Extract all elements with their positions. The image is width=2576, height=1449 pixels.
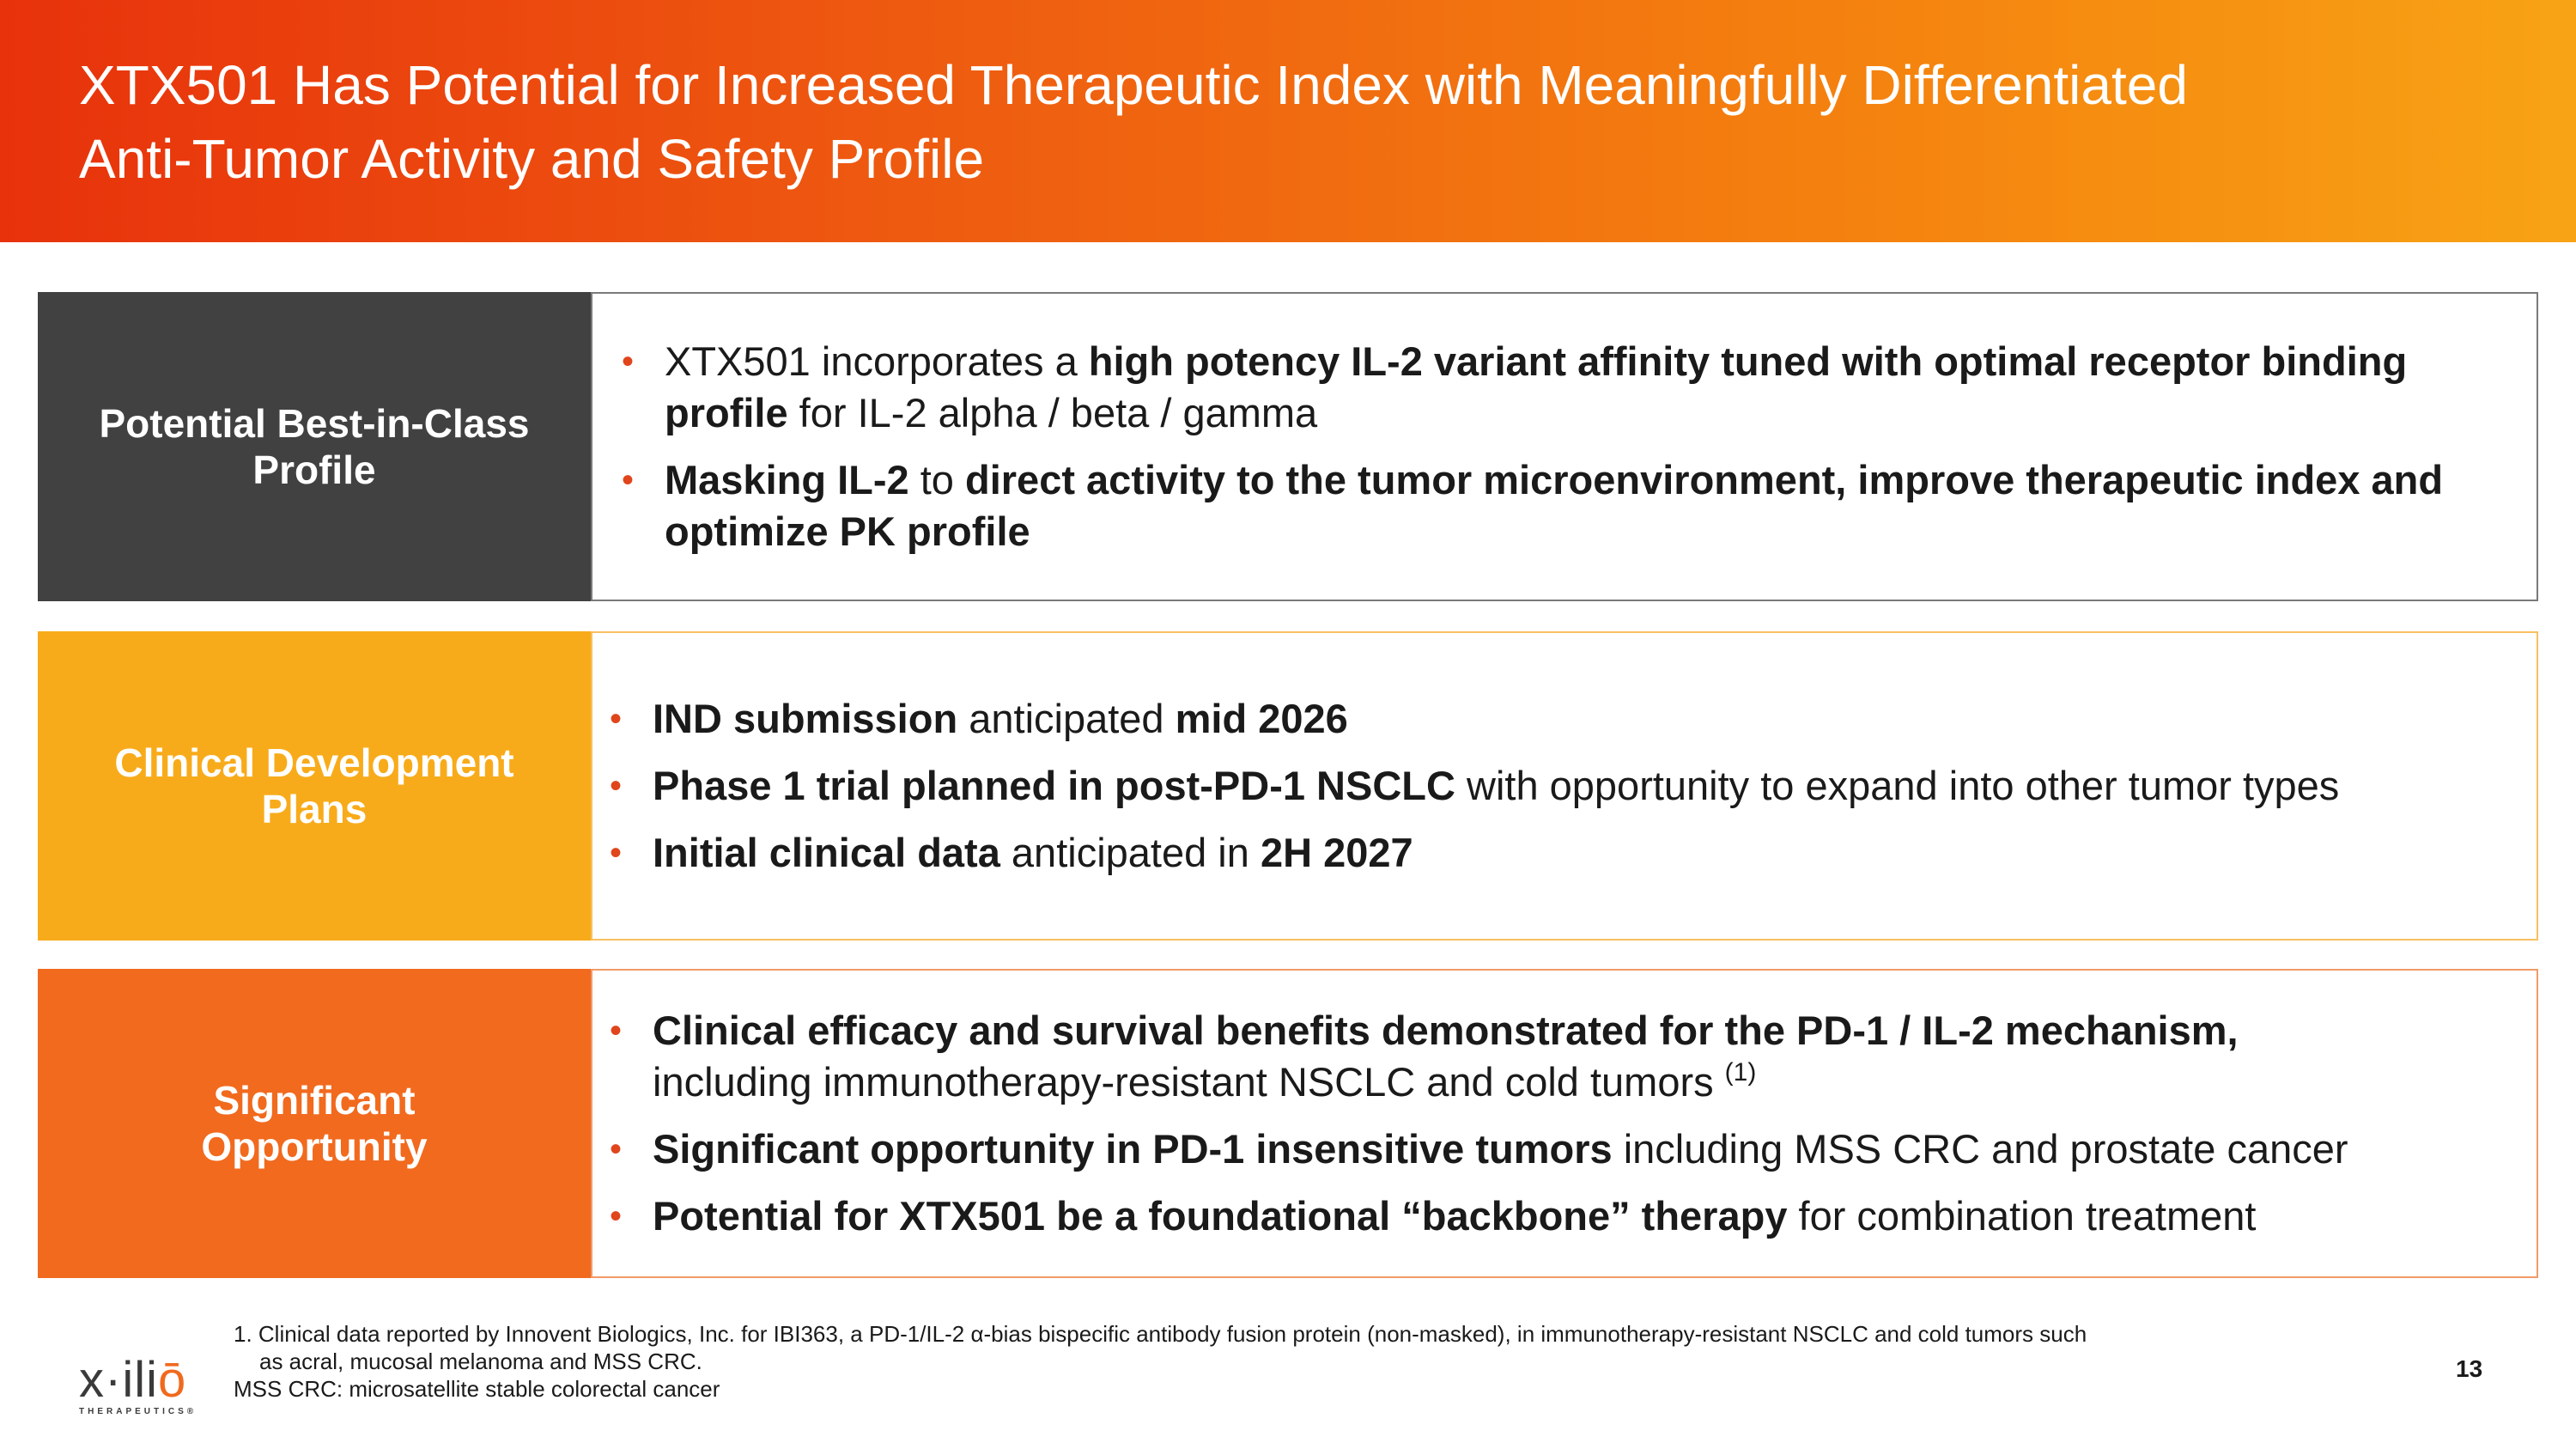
- bullet-item: • IND submission anticipated mid 2026: [610, 693, 2502, 745]
- row-label-line2: Profile: [252, 447, 376, 492]
- bullet-bold-text: IND submission: [653, 696, 958, 741]
- row-label: Clinical Development Plans: [38, 631, 591, 941]
- row-clinical-development: Clinical Development Plans • IND submiss…: [38, 631, 2538, 941]
- bullet-icon: •: [622, 461, 635, 499]
- row-label-line1: Potential Best-in-Class: [99, 401, 530, 446]
- bullet-icon: •: [610, 767, 623, 805]
- bullet-item: • Initial clinical data anticipated in 2…: [610, 827, 2502, 879]
- bullet-text: with opportunity to expand into other tu…: [1455, 763, 2340, 808]
- row-content: • IND submission anticipated mid 2026 • …: [591, 631, 2538, 941]
- row-significant-opportunity: Significant Opportunity • Clinical effic…: [38, 969, 2538, 1278]
- row-label-line1: Significant: [213, 1078, 416, 1123]
- slide-title: XTX501 Has Potential for Increased Thera…: [79, 48, 2483, 196]
- page-number: 13: [2456, 1355, 2483, 1382]
- bullet-item: • Significant opportunity in PD-1 insens…: [610, 1123, 2502, 1175]
- bullet-bold-text: direct activity to the tumor microenviro…: [665, 457, 2444, 554]
- bullet-bold-text: Clinical efficacy and survival benefits …: [653, 1008, 2239, 1053]
- footnote-ref: (1): [1724, 1058, 1757, 1087]
- bullet-bold-text: Potential for XTX501 be a foundational “…: [653, 1193, 1788, 1239]
- row-content: • XTX501 incorporates a high potency IL-…: [591, 292, 2538, 601]
- row-label-line2: Plans: [261, 787, 368, 831]
- logo-word-o: ō: [157, 1352, 187, 1408]
- bullet-text: anticipated: [957, 696, 1176, 741]
- bullet-bold-text: Phase 1 trial planned in post-PD-1 NSCLC: [653, 763, 1455, 808]
- bullet-item: • XTX501 incorporates a high potency IL-…: [622, 336, 2502, 439]
- bullet-text: for IL-2 alpha / beta / gamma: [787, 390, 1318, 435]
- bullet-bold-text: mid 2026: [1175, 696, 1348, 741]
- row-label-line1: Clinical Development: [114, 740, 514, 785]
- footnote-2: MSS CRC: microsatellite stable colorecta…: [234, 1376, 720, 1402]
- bullet-bold-text: Significant opportunity in PD-1 insensit…: [653, 1126, 1613, 1172]
- bullet-icon: •: [610, 1130, 623, 1168]
- title-banner: XTX501 Has Potential for Increased Thera…: [0, 0, 2576, 242]
- footnotes: 1. Clinical data reported by Innovent Bi…: [234, 1320, 2294, 1403]
- bullet-bold-text: 2H 2027: [1260, 830, 1413, 875]
- footnote-1-line2: as acral, mucosal melanoma and MSS CRC.: [259, 1349, 702, 1374]
- bullet-icon: •: [610, 1012, 623, 1050]
- bullet-text: to: [908, 457, 965, 502]
- bullet-text: XTX501 incorporates a: [665, 338, 1089, 384]
- bullet-item: • Clinical efficacy and survival benefit…: [610, 1005, 2502, 1108]
- bullet-text: anticipated in: [999, 830, 1261, 875]
- bullet-icon: •: [610, 1197, 623, 1235]
- row-label-line2: Opportunity: [201, 1124, 428, 1169]
- logo-wordmark: x·iliō: [79, 1355, 208, 1405]
- row-label: Significant Opportunity: [38, 969, 591, 1278]
- bullet-text: including immunotherapy-resistant NSCLC …: [653, 1059, 1725, 1105]
- bullet-icon: •: [610, 834, 623, 872]
- bullet-icon: •: [622, 343, 635, 381]
- xilio-logo: x·iliō THERAPEUTICS®: [79, 1355, 208, 1417]
- slide-title-line1: XTX501 Has Potential for Increased Thera…: [79, 54, 2188, 116]
- bullet-item: • Potential for XTX501 be a foundational…: [610, 1190, 2502, 1242]
- bullet-text: for combination treatment: [1787, 1193, 2257, 1239]
- row-best-in-class: Potential Best-in-Class Profile • XTX501…: [38, 292, 2538, 601]
- row-label: Potential Best-in-Class Profile: [38, 292, 591, 601]
- bullet-bold-text: Initial clinical data: [653, 830, 1000, 875]
- slide-title-line2: Anti-Tumor Activity and Safety Profile: [79, 128, 985, 190]
- bullet-item: • Masking IL-2 to direct activity to the…: [622, 454, 2502, 557]
- row-content: • Clinical efficacy and survival benefit…: [591, 969, 2538, 1278]
- bullet-bold-text: Masking IL-2: [665, 457, 909, 502]
- logo-subtitle: THERAPEUTICS®: [79, 1407, 197, 1416]
- bullet-item: • Phase 1 trial planned in post-PD-1 NSC…: [610, 760, 2502, 812]
- footnote-1-line1: 1. Clinical data reported by Innovent Bi…: [234, 1321, 2087, 1347]
- bullet-bold-text: high potency IL-2 variant affinity tuned…: [665, 338, 2408, 435]
- bullet-icon: •: [610, 700, 623, 738]
- bullet-text: including MSS CRC and prostate cancer: [1612, 1126, 2348, 1172]
- logo-word-prefix: x·ili: [79, 1352, 158, 1408]
